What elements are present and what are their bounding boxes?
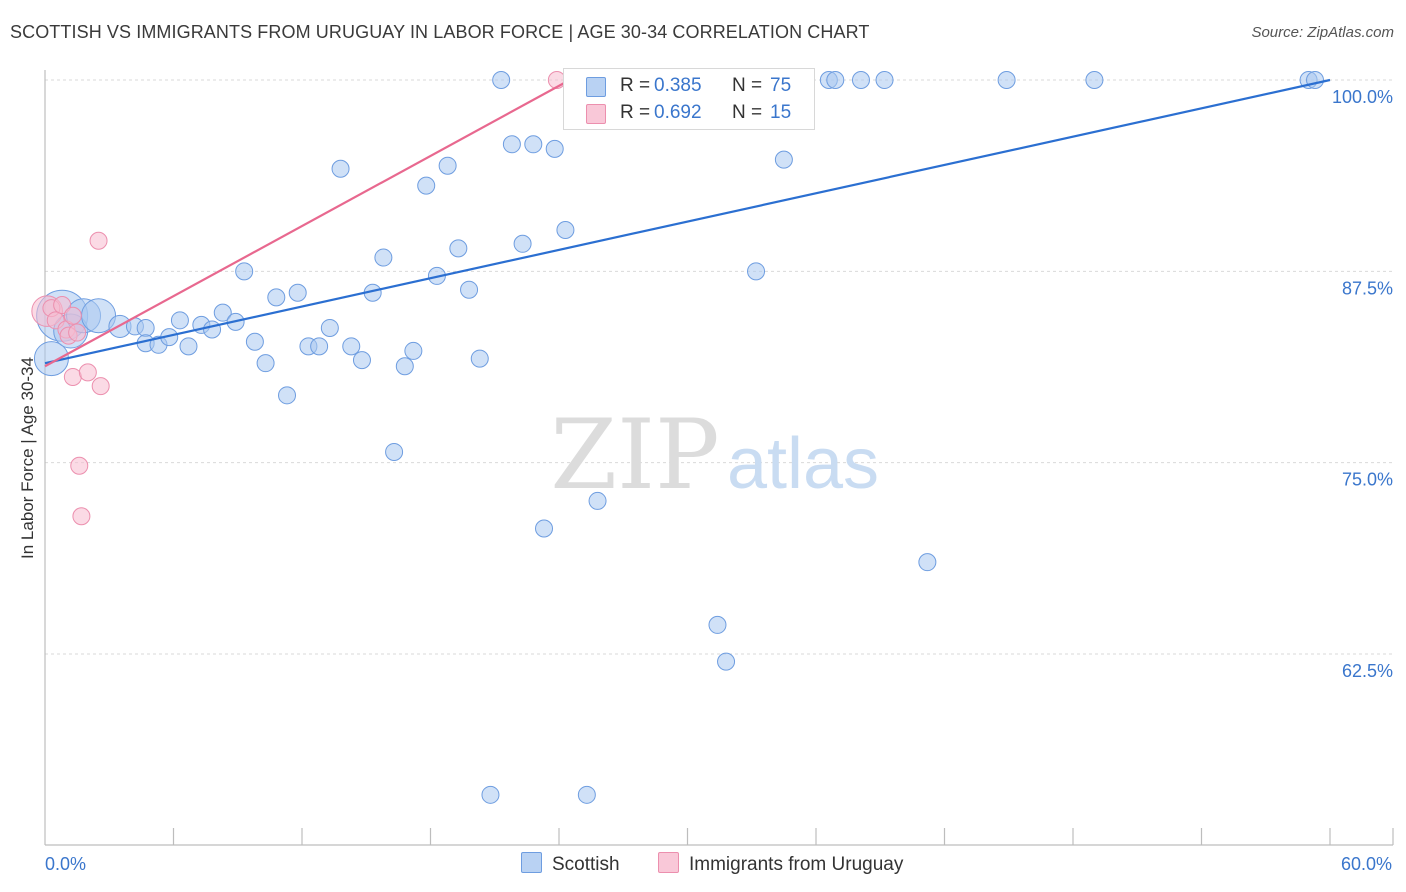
scottish-point	[136, 318, 155, 337]
x-axis-ticks	[172, 828, 1394, 845]
bottom-legend-swatch-scottish	[521, 852, 542, 873]
scottish-point	[1306, 71, 1325, 89]
uruguay-point	[78, 363, 97, 382]
scottish-point	[460, 280, 479, 299]
scottish-point	[747, 262, 766, 281]
scottish-point	[213, 303, 232, 322]
scottish-point	[449, 239, 468, 258]
x-tick-label-max: 60.0%	[1341, 854, 1392, 874]
scottish-point	[278, 386, 297, 405]
scottish-point	[385, 442, 404, 461]
legend-swatch-scottish	[586, 77, 606, 97]
uruguay-trend-line	[44, 79, 571, 368]
uruguay-point	[63, 367, 82, 386]
scottish-point	[774, 150, 793, 169]
scottish-point	[524, 135, 543, 154]
uruguay-point	[63, 306, 82, 325]
uruguay-point	[89, 231, 108, 250]
scottish-point	[708, 615, 727, 634]
scottish-point	[470, 349, 489, 368]
legend-n-value: 15	[770, 102, 792, 123]
scottish-point	[235, 262, 254, 281]
legend-r-label: R =	[620, 75, 651, 96]
scottish-point	[352, 351, 371, 370]
scottish-point	[502, 135, 521, 154]
scottish-point	[310, 337, 329, 356]
scottish-point	[203, 320, 222, 339]
scottish-point	[320, 318, 339, 337]
scottish-point	[404, 341, 423, 360]
scottish-point	[545, 139, 564, 158]
bottom-legend-scottish: Scottish	[521, 852, 620, 876]
scottish-point	[288, 283, 307, 302]
scottish-point	[481, 785, 500, 804]
scottish-point	[331, 159, 350, 178]
scottish-point	[1085, 71, 1104, 89]
legend-n-value: 75	[770, 75, 792, 96]
uruguay-point	[53, 296, 72, 315]
scottish-trend-line	[44, 78, 1331, 365]
watermark-zip: ZIP	[550, 399, 719, 511]
uruguay-point	[68, 323, 87, 342]
scottish-point	[535, 519, 554, 538]
source-label: Source: ZipAtlas.com	[1251, 24, 1394, 41]
gridlines	[45, 79, 1393, 655]
uruguay-point	[70, 456, 89, 475]
x-tick-label-min: 0.0%	[45, 854, 86, 874]
chart-title: SCOTTISH VS IMMIGRANTS FROM URUGUAY IN L…	[10, 22, 870, 42]
scottish-point	[997, 71, 1016, 89]
scottish-point	[342, 337, 361, 356]
scottish-point	[492, 71, 511, 89]
scottish-point	[417, 176, 436, 195]
scottish-point	[267, 288, 286, 307]
scottish-point	[395, 357, 414, 376]
watermark-atlas: atlas	[727, 424, 879, 504]
scottish-point	[851, 71, 870, 89]
scottish-point	[717, 652, 736, 671]
bottom-legend-swatch-uruguay	[658, 852, 679, 873]
axes	[44, 70, 1394, 846]
scottish-point	[556, 221, 575, 240]
y-tick-label: 75.0%	[1342, 470, 1393, 490]
trend-lines	[44, 78, 1331, 368]
legend-r-label: R =	[620, 102, 651, 123]
bottom-legend-label-scottish: Scottish	[552, 854, 620, 875]
scottish-point	[256, 354, 275, 373]
legend-r-value: 0.385	[654, 75, 702, 96]
legend-n-label: N =	[732, 102, 763, 123]
legend-swatch-uruguay	[586, 104, 606, 124]
y-axis-tick-labels: 100.0% 87.5% 75.0% 62.5%	[1332, 87, 1393, 681]
scottish-point	[245, 332, 264, 351]
stats-legend: R = 0.385 N = 75 R = 0.692 N = 15	[563, 68, 815, 130]
uruguay-point	[72, 507, 91, 526]
uruguay-points	[31, 71, 566, 526]
scottish-point	[170, 311, 189, 330]
uruguay-point	[91, 377, 110, 396]
legend-n-label: N =	[732, 75, 763, 96]
y-tick-label: 62.5%	[1342, 661, 1393, 681]
scottish-point	[826, 71, 845, 89]
bottom-legend-label-uruguay: Immigrants from Uruguay	[689, 854, 904, 875]
watermark: ZIP atlas	[550, 399, 879, 511]
scottish-point	[374, 248, 393, 267]
y-tick-label: 87.5%	[1342, 278, 1393, 298]
scottish-point	[577, 785, 596, 804]
scottish-point	[179, 337, 198, 356]
y-axis-title: In Labor Force | Age 30-34	[18, 357, 37, 559]
scottish-point	[438, 156, 457, 175]
y-tick-label: 100.0%	[1332, 87, 1393, 107]
scottish-point	[513, 234, 532, 253]
bottom-legend-uruguay: Immigrants from Uruguay	[658, 852, 903, 876]
scottish-point	[588, 491, 607, 510]
legend-r-value: 0.692	[654, 102, 702, 123]
scottish-point	[875, 71, 894, 89]
scottish-point	[918, 553, 937, 572]
